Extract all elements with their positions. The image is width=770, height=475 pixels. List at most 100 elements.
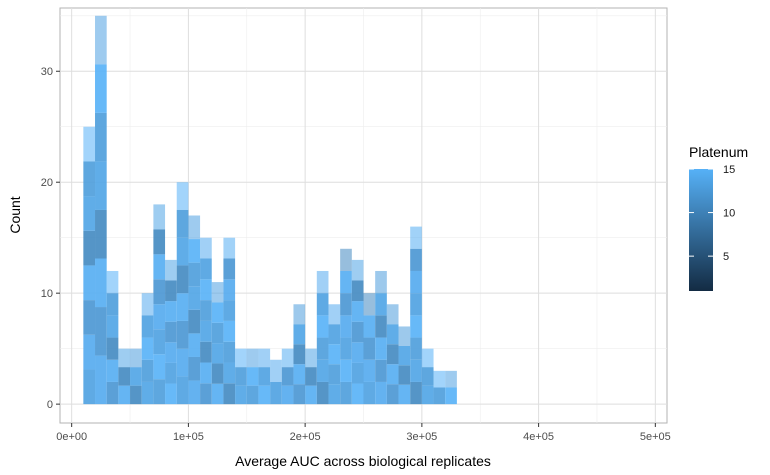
histogram-bar	[176, 209, 189, 238]
x-tick-label: 4e+05	[523, 431, 554, 443]
histogram-bar	[211, 343, 224, 364]
histogram-bar	[176, 182, 189, 210]
histogram-bar	[293, 344, 306, 365]
histogram-bar	[200, 320, 212, 342]
histogram-bar	[165, 383, 177, 405]
histogram-bar	[340, 381, 352, 405]
histogram-bar	[200, 341, 212, 363]
histogram-bar	[130, 367, 142, 386]
histogram-bar	[235, 348, 247, 368]
histogram-bar	[410, 337, 422, 360]
histogram-bar	[118, 385, 131, 405]
legend-ticks: 5 10 15	[689, 164, 735, 263]
histogram-bar	[200, 362, 212, 384]
histogram-bar	[328, 364, 341, 385]
histogram-bar	[281, 385, 294, 405]
major-gridlines	[60, 8, 667, 423]
histogram-bar	[305, 367, 317, 386]
x-tick-label: 1e+05	[173, 431, 204, 443]
histogram-bar	[200, 237, 212, 259]
histogram-bar	[176, 237, 189, 266]
histogram-bar	[188, 286, 201, 310]
histogram-bar	[375, 381, 387, 405]
histogram-bar	[305, 348, 317, 368]
histogram-bar	[223, 300, 236, 321]
histogram-bar	[386, 304, 399, 325]
histogram-bar	[270, 381, 282, 405]
histogram-bar	[223, 383, 236, 405]
histogram-bar	[281, 367, 294, 386]
histogram-bar	[410, 359, 422, 382]
histogram-bar	[176, 320, 189, 349]
histogram-bar	[153, 229, 166, 255]
histogram-bar	[421, 385, 434, 405]
histogram-bar	[176, 293, 189, 321]
histogram-bar	[211, 282, 224, 303]
histogram-bar	[445, 387, 457, 405]
histogram-bar	[293, 384, 306, 405]
x-tick-label: 5e+05	[640, 431, 671, 443]
histogram-bar	[95, 112, 107, 162]
histogram-bar	[421, 367, 434, 386]
histogram-bar	[316, 359, 329, 382]
histogram-bar	[118, 348, 131, 368]
histogram-bar	[398, 345, 411, 366]
histogram-bar	[188, 333, 201, 357]
y-tick-label: 20	[41, 177, 53, 189]
histogram-bar	[223, 362, 236, 384]
histogram-bar	[165, 362, 177, 384]
histogram-bar	[200, 279, 212, 301]
histogram-bar	[83, 369, 96, 405]
histogram-bar	[188, 262, 201, 287]
y-axis-ticks: 0 10 20 30	[41, 66, 60, 411]
histogram-bar	[258, 348, 271, 368]
histogram-bar	[188, 356, 201, 381]
histogram-bar	[223, 237, 236, 259]
legend-colorbar	[689, 169, 713, 291]
histogram-bar	[351, 259, 364, 281]
histogram-bar	[445, 370, 457, 388]
histogram-bar	[363, 337, 376, 360]
x-tick-label: 3e+05	[406, 431, 437, 443]
histogram-bar	[328, 304, 341, 325]
histogram-bar	[188, 309, 201, 334]
histogram-bar	[165, 280, 177, 302]
histogram-bar	[246, 385, 259, 405]
histogram-bar	[188, 215, 201, 240]
histogram-bar	[130, 348, 142, 368]
histogram-bar	[410, 293, 422, 316]
histogram-bar	[246, 367, 259, 386]
histogram-bar	[165, 259, 177, 281]
histogram-bar	[316, 337, 329, 360]
histogram-bar	[95, 258, 107, 308]
histogram-bar	[340, 270, 352, 294]
histogram-bar	[106, 315, 119, 338]
histogram-bar	[106, 270, 119, 294]
histogram-bar	[258, 367, 271, 386]
histogram-bar	[141, 359, 154, 382]
x-axis-title: Average AUC across biological replicates	[235, 453, 491, 469]
histogram-bar	[153, 304, 166, 330]
histogram-bar	[340, 293, 352, 316]
histogram-bar	[211, 383, 224, 405]
histogram-bars	[83, 15, 457, 405]
histogram-bar	[305, 385, 317, 405]
histogram-bar	[351, 321, 364, 343]
y-tick-label: 10	[41, 288, 53, 300]
histogram-bar	[83, 230, 96, 266]
histogram-bar	[95, 307, 107, 356]
histogram-bar	[351, 362, 364, 384]
y-tick-label: 0	[47, 399, 53, 411]
histogram-bar	[83, 161, 96, 197]
histogram-bar	[375, 315, 387, 338]
histogram-bar	[386, 384, 399, 405]
histogram-bar	[141, 315, 154, 338]
histogram-bar	[316, 270, 329, 294]
histogram-bar	[153, 204, 166, 230]
histogram-bar	[351, 280, 364, 302]
histogram-bar	[165, 301, 177, 322]
histogram-bar	[375, 337, 387, 360]
histogram-bar	[106, 359, 119, 382]
histogram-bar	[83, 196, 96, 231]
histogram-bar	[188, 239, 201, 263]
